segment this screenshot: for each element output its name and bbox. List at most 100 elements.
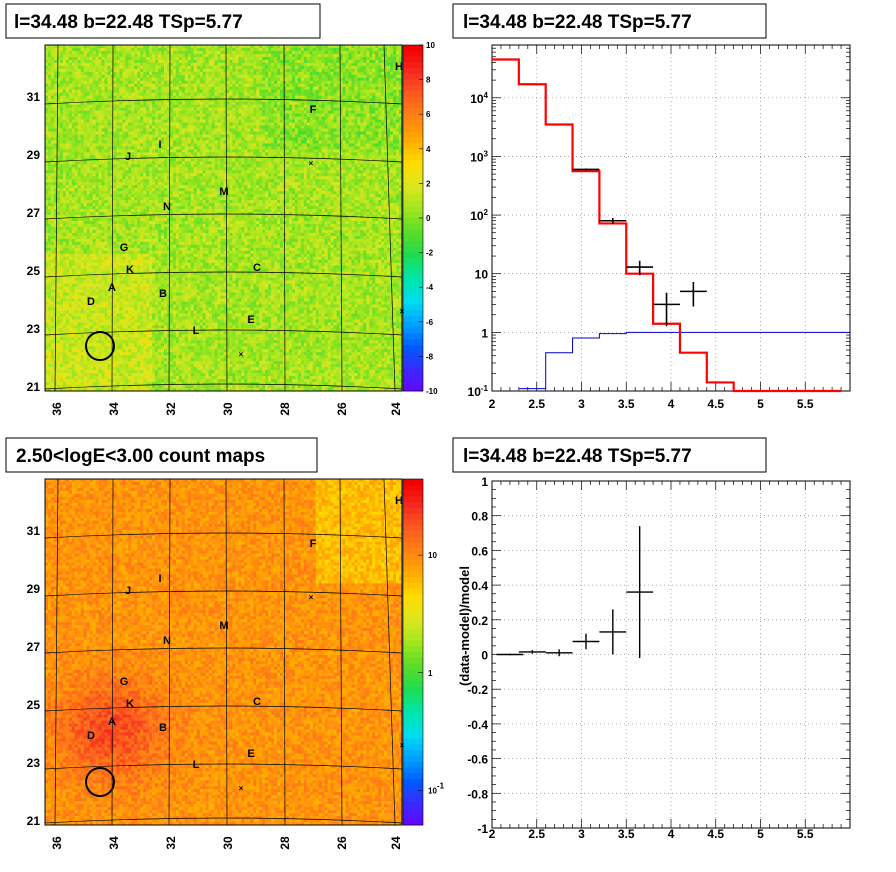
source-label: I	[158, 573, 161, 585]
colorbar-cell	[403, 57, 423, 63]
source-label: A	[108, 282, 116, 294]
colorbar-cell	[403, 519, 423, 525]
source-label: C	[253, 696, 261, 708]
colorbar-cell	[403, 68, 423, 74]
colorbar-cell	[403, 51, 423, 57]
source-marker: ×	[239, 350, 244, 359]
colorbar-cell	[403, 218, 423, 224]
source-label: F	[310, 538, 317, 550]
colorbar-cell	[403, 212, 423, 218]
map-top-x-tick-label: 34	[107, 402, 121, 416]
spectrum-x-tick-label: 3	[578, 397, 585, 411]
colorbar-cell	[403, 525, 423, 531]
colorbar-cell	[403, 767, 423, 773]
colorbar-cell	[403, 379, 423, 385]
map-top-y-tick-label: 21	[27, 380, 41, 394]
source-label: F	[310, 104, 317, 116]
map-bottom-y-tick-label: 21	[27, 814, 41, 828]
colorbar-cell	[403, 149, 423, 155]
colorbar-cell	[403, 692, 423, 698]
colorbar-tick-label: -2	[426, 249, 434, 258]
colorbar-cell	[403, 739, 423, 745]
colorbar-cell	[403, 664, 423, 670]
colorbar-cell	[403, 201, 423, 207]
map-bottom-y-tick-label: 27	[27, 640, 41, 654]
colorbar-cell	[403, 652, 423, 658]
colorbar-cell	[403, 675, 423, 681]
source-marker: ×	[309, 593, 314, 602]
colorbar-cell	[403, 206, 423, 212]
colorbar-cell	[403, 91, 423, 97]
colorbar-tick-label: 8	[426, 76, 431, 85]
colorbar-cell	[403, 779, 423, 785]
residual-title: l=34.48 b=22.48 TSp=5.77	[463, 446, 692, 467]
colorbar-cell	[403, 195, 423, 201]
colorbar-cell	[403, 681, 423, 687]
colorbar-cell	[403, 143, 423, 149]
colorbar-cell	[403, 646, 423, 652]
colorbar-cell	[403, 577, 423, 583]
map-top-panel: l=34.48 b=22.48 TSp=5.77 1086420-2-4-6-8…	[6, 4, 438, 416]
colorbar-cell	[403, 385, 423, 391]
source-label: B	[159, 722, 167, 734]
colorbar-cell	[403, 721, 423, 727]
spectrum-x-tick-label: 5	[757, 397, 764, 411]
colorbar-cell	[403, 502, 423, 508]
source-marker: ×	[309, 159, 314, 168]
colorbar-cell	[403, 514, 423, 520]
colorbar-cell	[403, 235, 423, 241]
spectrum-y-tick-label: 1	[481, 326, 488, 340]
map-top-y-tick-label: 25	[27, 264, 41, 278]
map-top-y-tick-label: 23	[27, 322, 41, 336]
colorbar-cell	[403, 612, 423, 618]
colorbar-cell	[403, 333, 423, 339]
source-label: K	[126, 264, 134, 276]
colorbar-cell	[403, 328, 423, 334]
source-label: J	[125, 151, 131, 163]
source-label: H	[395, 61, 403, 73]
residual-y-tick-label: -1	[477, 822, 488, 836]
colorbar-cell	[403, 762, 423, 768]
map-bottom-x-tick-label: 34	[107, 836, 121, 850]
colorbar-cell	[403, 264, 423, 270]
colorbar-cell	[403, 310, 423, 316]
spectrum-title: l=34.48 b=22.48 TSp=5.77	[463, 12, 692, 33]
colorbar-cell	[403, 258, 423, 264]
colorbar-cell	[403, 710, 423, 716]
colorbar-cell	[403, 80, 423, 86]
colorbar-tick-label: 10	[428, 551, 437, 560]
colorbar-cell	[403, 808, 423, 814]
colorbar-cell	[403, 189, 423, 195]
residual-x-tick-label: 5	[757, 827, 764, 841]
residual-x-tick-label: 4	[668, 827, 675, 841]
colorbar-cell	[403, 583, 423, 589]
colorbar-cell	[403, 299, 423, 305]
source-label: D	[87, 296, 95, 308]
colorbar-cell	[403, 126, 423, 132]
colorbar-cell	[403, 114, 423, 120]
map-top-title: l=34.48 b=22.48 TSp=5.77	[14, 12, 243, 33]
map-bottom-x-tick-label: 30	[221, 836, 235, 850]
map-bottom-x-tick-label: 32	[164, 836, 178, 850]
colorbar-cell	[403, 750, 423, 756]
spectrum-x-tick-label: 5.5	[797, 397, 814, 411]
source-label: E	[247, 314, 254, 326]
source-label: C	[253, 262, 261, 274]
residual-y-tick-label: 0	[481, 649, 488, 663]
residual-x-tick-label: 2	[489, 827, 496, 841]
source-label: G	[120, 676, 129, 688]
colorbar-cell	[403, 589, 423, 595]
map-top-x-tick-label: 32	[164, 402, 178, 416]
residual-x-tick-label: 2.5	[528, 827, 545, 841]
residual-y-tick-label: 0.8	[471, 510, 488, 524]
spectrum-x-tick-label: 3.5	[618, 397, 635, 411]
spectrum-x-tick-label: 4.5	[707, 397, 724, 411]
colorbar-cell	[403, 316, 423, 322]
colorbar-cell	[403, 351, 423, 357]
colorbar-cell	[403, 166, 423, 172]
colorbar-cell	[403, 496, 423, 502]
map-bottom-title: 2.50<logE<3.00 count maps	[16, 446, 265, 467]
source-marker: ×	[400, 741, 405, 750]
residual-x-tick-label: 4.5	[707, 827, 724, 841]
